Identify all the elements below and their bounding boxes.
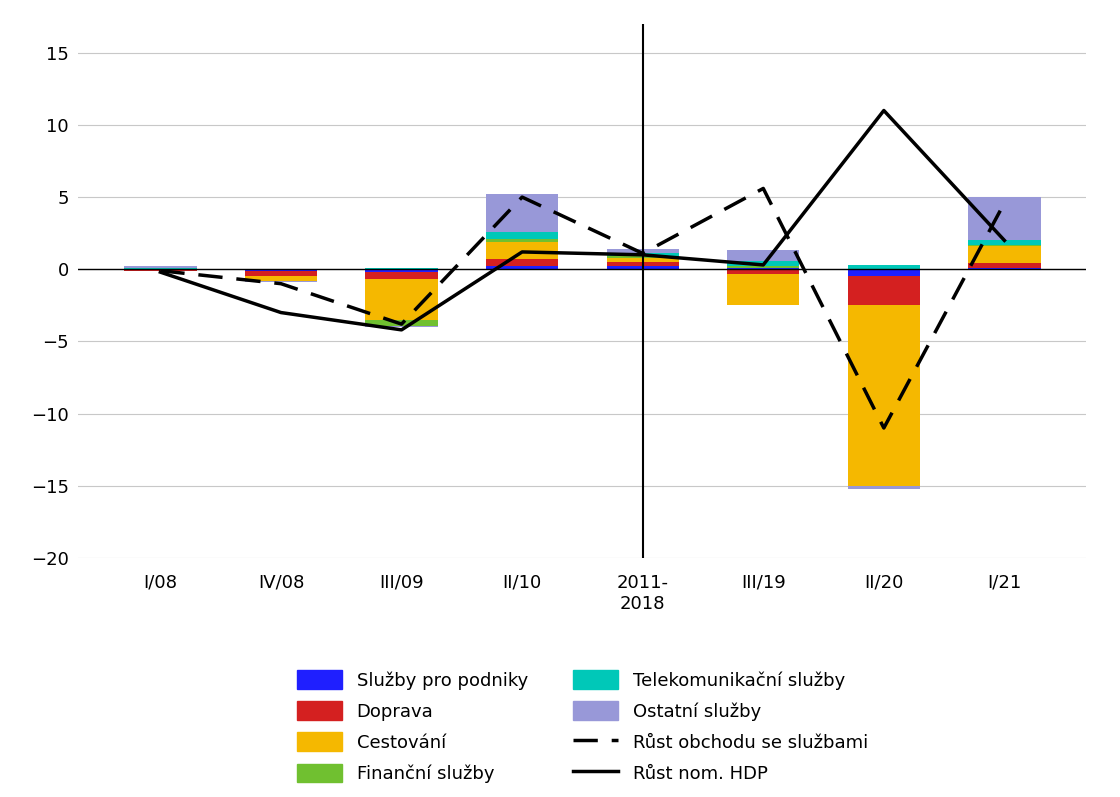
Bar <box>727 268 800 269</box>
Bar <box>607 253 679 257</box>
Bar <box>968 268 1040 269</box>
Bar <box>607 249 679 253</box>
Bar <box>486 259 558 266</box>
Bar <box>486 232 558 239</box>
Bar <box>245 269 317 271</box>
Bar <box>848 269 920 277</box>
Bar <box>245 271 317 277</box>
Bar <box>124 266 197 268</box>
Bar <box>727 269 800 273</box>
Bar <box>486 241 558 259</box>
Bar <box>365 325 438 327</box>
Bar <box>245 277 317 281</box>
Bar <box>245 281 317 282</box>
Bar <box>365 268 438 269</box>
Bar <box>727 266 800 268</box>
Bar <box>486 239 558 241</box>
Bar <box>486 266 558 269</box>
Bar <box>607 257 679 262</box>
Bar <box>365 272 438 280</box>
Bar <box>968 245 1040 246</box>
Bar <box>848 277 920 305</box>
Bar <box>607 262 679 266</box>
Bar <box>727 273 800 305</box>
Bar <box>727 261 800 266</box>
Bar <box>365 280 438 320</box>
Bar <box>365 269 438 272</box>
Bar <box>968 246 1040 264</box>
Bar <box>727 250 800 261</box>
Bar <box>968 241 1040 245</box>
Bar <box>607 266 679 269</box>
Bar <box>968 197 1040 241</box>
Bar <box>848 265 920 269</box>
Bar <box>968 264 1040 268</box>
Legend: Služby pro podniky, Doprava, Cestování, Finanční služby, Telekomunikační služby,: Služby pro podniky, Doprava, Cestování, … <box>290 663 875 790</box>
Bar <box>365 320 438 325</box>
Bar <box>848 305 920 485</box>
Bar <box>486 194 558 232</box>
Bar <box>848 485 920 489</box>
Bar <box>124 268 197 269</box>
Bar <box>124 269 197 271</box>
